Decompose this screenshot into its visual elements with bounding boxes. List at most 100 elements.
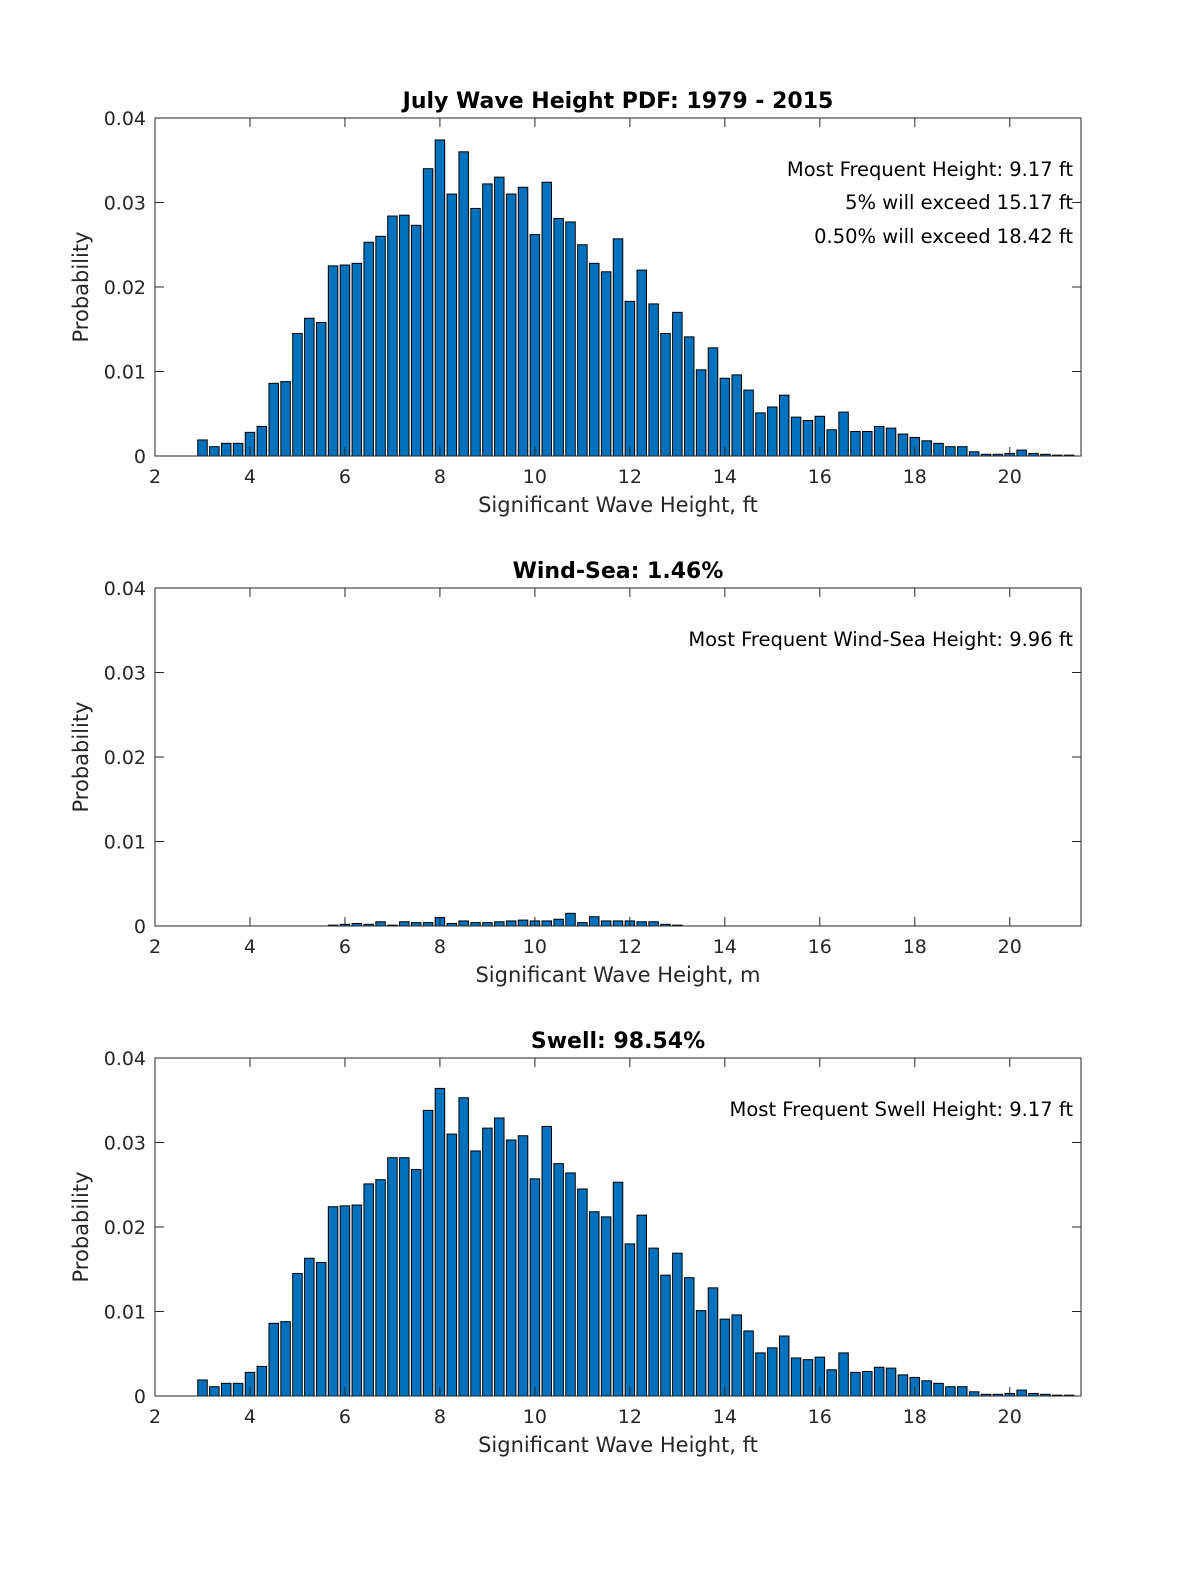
bar-3 — [232, 1382, 244, 1397]
bar-16 — [387, 1157, 398, 1397]
bar-46 — [743, 1330, 754, 1397]
bar-17 — [399, 214, 410, 457]
bar-10 — [315, 321, 327, 457]
bar-29 — [541, 181, 553, 457]
x-tick-labels: 2 4 6 8 10 12 14 16 18 20 — [149, 1406, 1022, 1428]
bar-31 — [565, 1172, 576, 1397]
bar-32 — [577, 922, 588, 927]
bar-48 — [767, 1347, 778, 1397]
y-tick-label-0.03: 0.03 — [104, 193, 146, 215]
chart-title: July Wave Height PDF: 1979 - 2015 — [401, 89, 834, 114]
bar-8 — [292, 1272, 303, 1397]
x-tick-label-18: 18 — [903, 1406, 927, 1428]
bar-5 — [256, 425, 268, 457]
bar-18 — [410, 922, 422, 927]
bar-22 — [458, 151, 469, 457]
bar-33 — [589, 1211, 600, 1397]
bar-25 — [494, 176, 505, 457]
x-tick-label-2: 2 — [149, 936, 161, 958]
bar-40 — [672, 1252, 683, 1397]
bar-27 — [517, 919, 529, 927]
bar-24 — [482, 183, 493, 457]
bar-69 — [1016, 449, 1027, 457]
bar-25 — [494, 1117, 505, 1397]
x-tick-label-4: 4 — [244, 936, 256, 958]
bar-3 — [232, 442, 244, 457]
bar-46 — [743, 389, 754, 457]
x-tick-label-10: 10 — [523, 466, 547, 488]
y-tick-label-0.04: 0.04 — [104, 1048, 146, 1070]
bar-69 — [1016, 1389, 1027, 1397]
bar-57 — [873, 1366, 885, 1397]
bar-57 — [873, 425, 885, 457]
bar-58 — [885, 427, 897, 457]
y-tick-label-0.04: 0.04 — [104, 578, 146, 600]
bar-2 — [220, 1382, 232, 1397]
bar-38 — [648, 303, 659, 457]
bar-42 — [695, 1310, 707, 1397]
bar-50 — [790, 416, 802, 457]
y-tick-label-0.02: 0.02 — [104, 747, 146, 769]
bar-13 — [351, 262, 363, 457]
bar-65 — [968, 1391, 980, 1397]
bar-63 — [945, 1386, 956, 1397]
x-tick-label-2: 2 — [149, 466, 161, 488]
bar-18 — [410, 224, 422, 457]
bar-10 — [315, 1261, 327, 1397]
x-tick-label-10: 10 — [523, 936, 547, 958]
bar-16 — [387, 215, 398, 457]
x-tick-label-20: 20 — [998, 936, 1022, 958]
x-tick-labels: 2 4 6 8 10 12 14 16 18 20 — [149, 936, 1022, 958]
bar-55 — [850, 431, 861, 457]
bar-1 — [209, 446, 220, 457]
x-tick-label-12: 12 — [618, 936, 642, 958]
bar-34 — [600, 1216, 612, 1397]
bar-33 — [589, 916, 600, 927]
bar-37 — [636, 1214, 647, 1397]
tick-marks — [154, 1057, 1081, 1397]
x-tick-label-12: 12 — [618, 466, 642, 488]
bar-39 — [660, 332, 671, 457]
panel-swell: Swell: 98.54% 2 4 6 8 10 12 14 16 18 20 0 0.01 0.02… — [69, 1029, 1082, 1457]
x-tick-label-14: 14 — [713, 466, 737, 488]
x-tick-label-6: 6 — [339, 1406, 351, 1428]
x-tick-label-12: 12 — [618, 1406, 642, 1428]
bar-20 — [434, 139, 446, 457]
bar-39 — [660, 1274, 671, 1397]
bar-21 — [446, 193, 458, 457]
bar-34 — [600, 920, 612, 927]
bar-9 — [304, 1257, 315, 1397]
bar-1 — [209, 1386, 220, 1397]
panel-wind-sea: Wind-Sea: 1.46% 2 4 6 8 10 12 14 16 18 20 0 0.01 0.… — [69, 559, 1082, 987]
bar-40 — [672, 311, 683, 457]
bar-19 — [422, 1109, 434, 1397]
bar-0 — [197, 1379, 208, 1397]
tick-marks — [154, 587, 1081, 927]
bar-51 — [802, 1359, 814, 1397]
y-tick-label-0.01: 0.01 — [104, 1302, 146, 1324]
bar-41 — [683, 1277, 695, 1397]
bar-64 — [957, 1386, 968, 1397]
y-tick-labels: 0 0.01 0.02 0.03 0.04 — [104, 108, 146, 468]
bar-7 — [280, 1321, 291, 1397]
x-tick-label-8: 8 — [434, 1406, 446, 1428]
bar-13 — [351, 1204, 363, 1397]
bar-27 — [517, 1135, 529, 1397]
chart-title: Swell: 98.54% — [531, 1029, 705, 1054]
bar-23 — [470, 922, 481, 927]
bar-19 — [422, 168, 434, 457]
bar-21 — [446, 1133, 458, 1397]
bar-27 — [517, 186, 529, 457]
bar-14 — [363, 1183, 374, 1397]
bar-61 — [921, 440, 932, 457]
bar-26 — [505, 920, 517, 927]
bar-30 — [553, 218, 564, 457]
bar-17 — [399, 921, 410, 927]
y-tick-label-0: 0 — [134, 916, 146, 938]
bar-37 — [636, 269, 647, 457]
annotation-most-frequent-swell: Most Frequent Swell Height: 9.17 ft — [730, 1098, 1074, 1121]
bar-47 — [755, 412, 766, 457]
bar-2 — [220, 442, 232, 457]
bar-32 — [577, 1188, 588, 1397]
x-tick-label-14: 14 — [713, 1406, 737, 1428]
